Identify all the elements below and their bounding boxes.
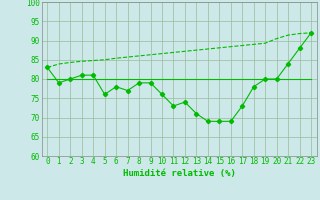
X-axis label: Humidité relative (%): Humidité relative (%) xyxy=(123,169,236,178)
